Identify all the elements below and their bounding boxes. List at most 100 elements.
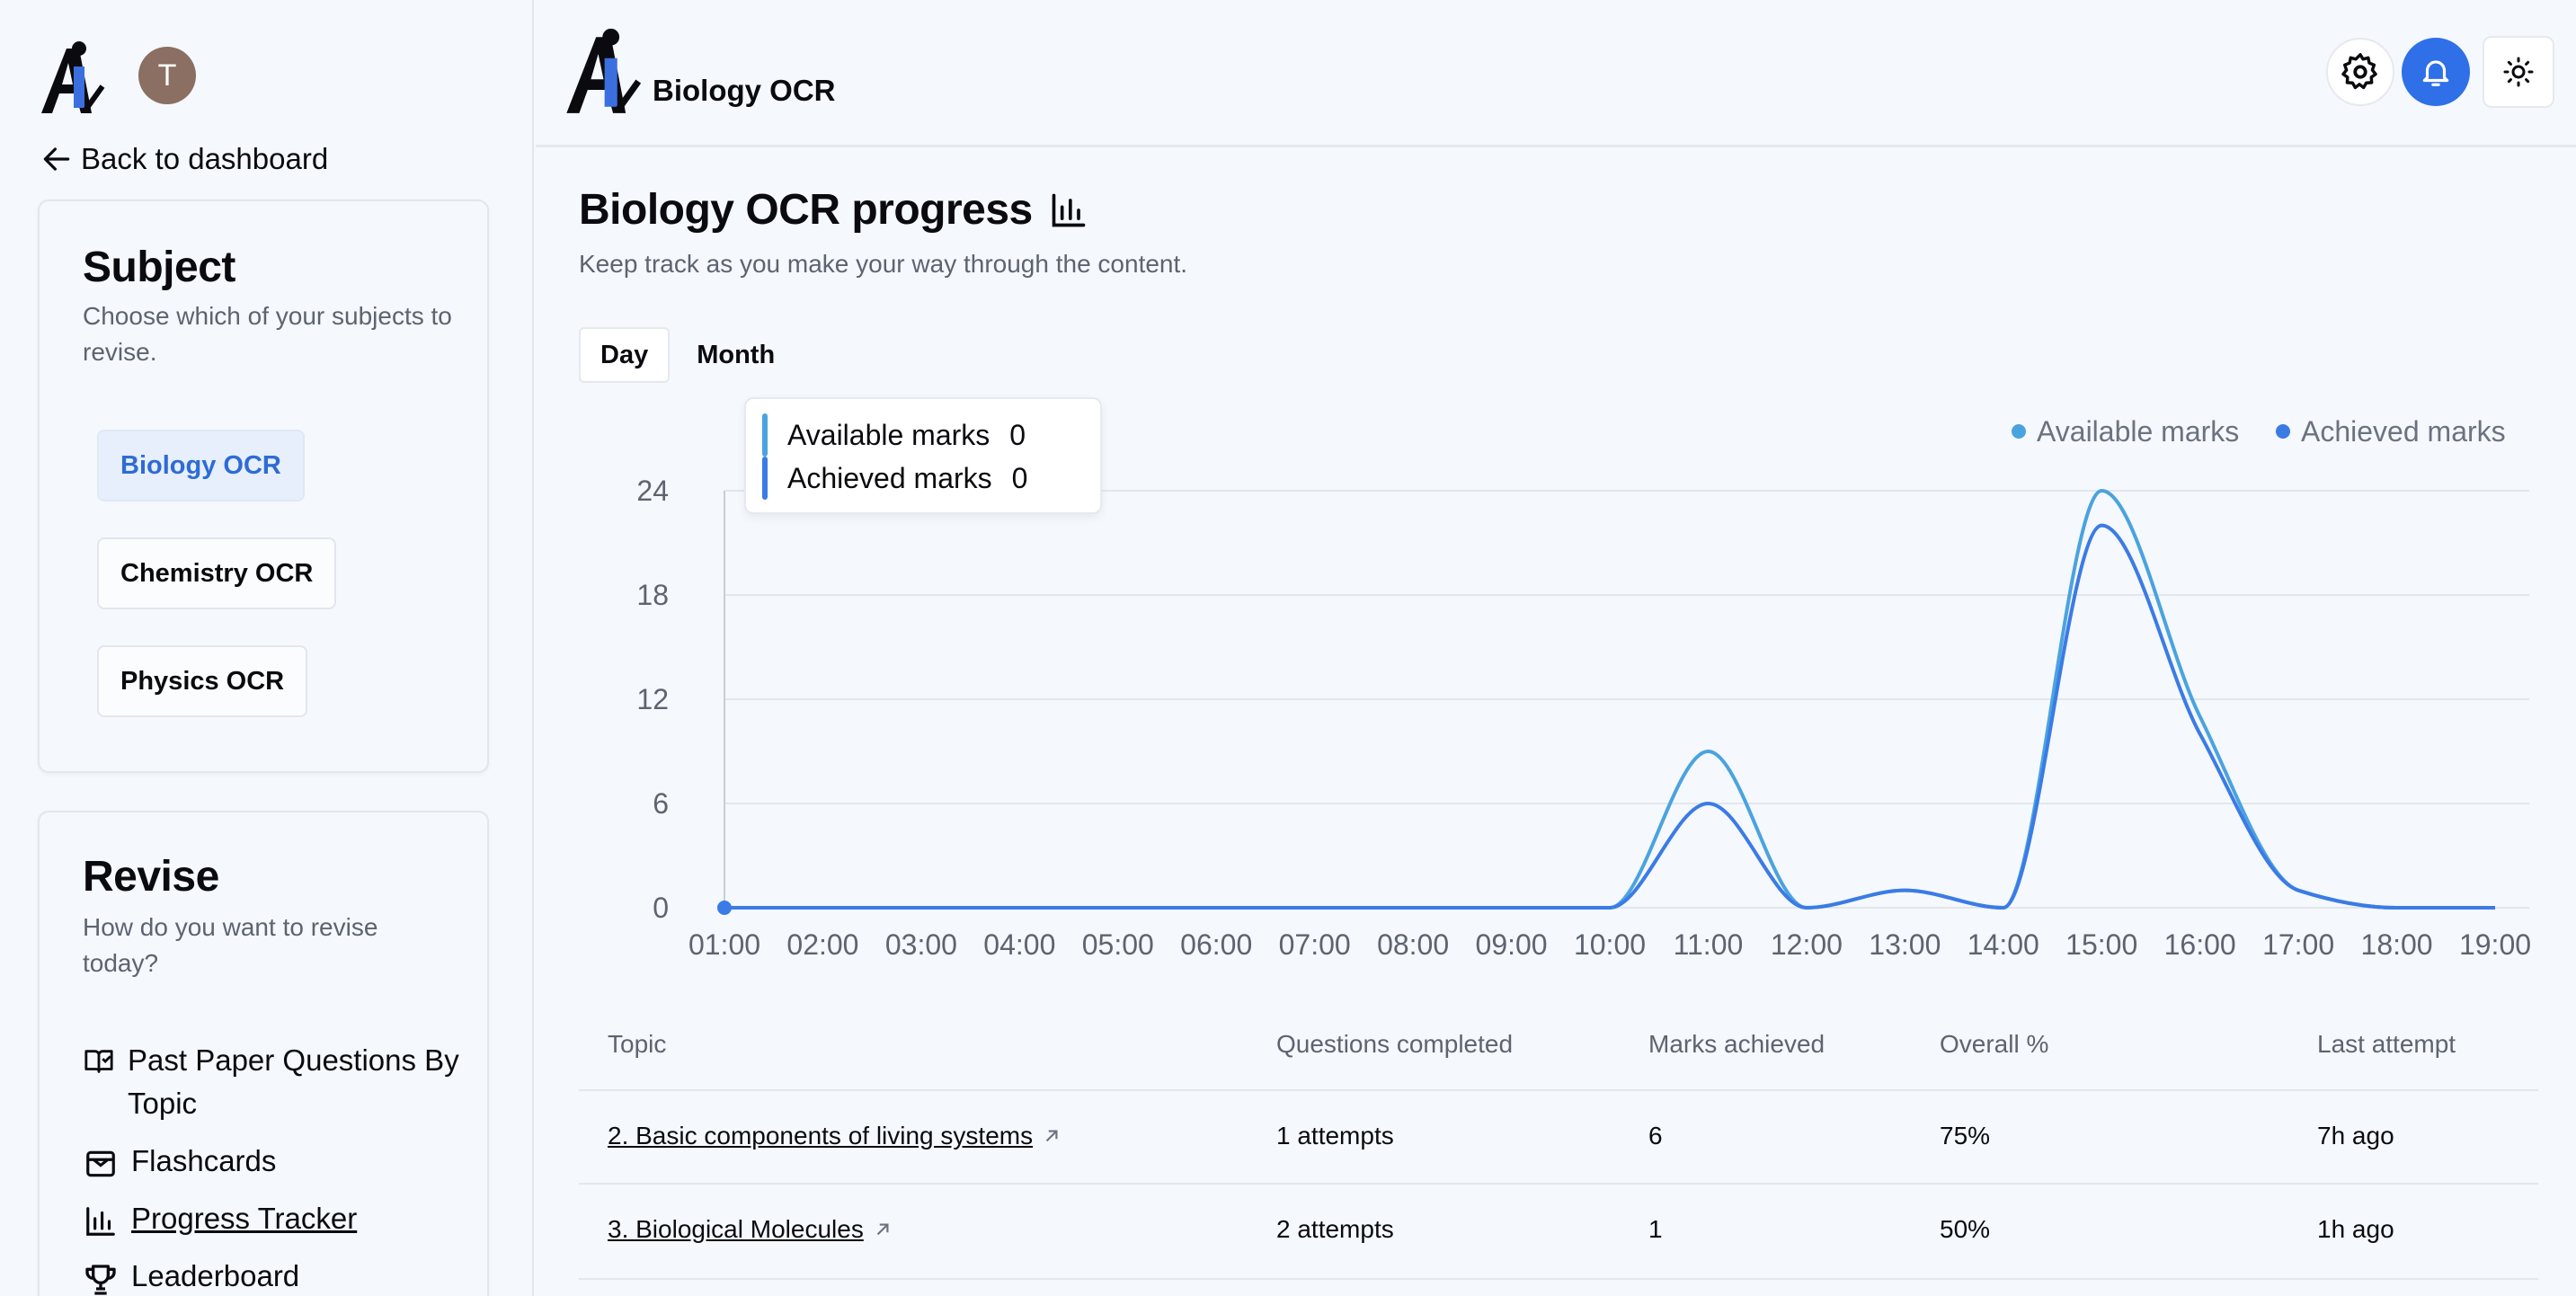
x-tick-label: 17:00	[2262, 928, 2334, 961]
table-header-questions: Questions completed	[1276, 1030, 1514, 1058]
x-tick-label: 15:00	[2065, 928, 2137, 961]
x-tick-label: 16:00	[2164, 928, 2236, 961]
overall-percent: 50%	[1940, 1215, 1991, 1243]
x-tick-label: 01:00	[688, 928, 760, 961]
overall-percent: 75%	[1940, 1122, 1991, 1150]
x-tick-label: 11:00	[1674, 928, 1744, 961]
tooltip-label: Achieved marks	[787, 461, 992, 494]
x-tick-label: 05:00	[1082, 928, 1154, 961]
series-line-achieved	[724, 523, 2495, 910]
revise-item-flashcards[interactable]: Flashcards	[83, 1140, 276, 1183]
tooltip-value: 0	[1009, 418, 1026, 451]
avatar[interactable]: T	[138, 47, 196, 104]
x-tick-label: 02:00	[786, 928, 858, 961]
notifications-button[interactable]	[2402, 38, 2470, 106]
revise-subtitle: How do you want to revise today?	[83, 913, 378, 977]
period-tabs: Day Month	[579, 327, 795, 383]
legend-label: Achieved marks	[2301, 415, 2506, 448]
table-header-topic: Topic	[608, 1030, 667, 1058]
table-header-last-attempt: Last attempt	[2317, 1030, 2456, 1058]
bar-chart-icon	[86, 1207, 115, 1236]
x-tick-label: 07:00	[1279, 928, 1351, 961]
legend-label: Available marks	[2037, 415, 2239, 448]
app-title: Biology OCR	[653, 74, 836, 107]
subject-physics-button[interactable]: Physics OCR	[97, 645, 308, 717]
y-tick-label: 6	[653, 787, 669, 820]
table-row: 3. Biological Molecules 2 attempts 1 50%…	[579, 1185, 2538, 1280]
gear-icon	[2341, 53, 2377, 90]
revise-item-label: Leaderboard	[131, 1259, 300, 1292]
tooltip-value: 0	[1011, 461, 1028, 494]
top-bar: Biology OCR	[536, 0, 2576, 147]
marks-achieved: 1	[1648, 1215, 1663, 1243]
topic-link-text: 2. Basic components of living systems	[608, 1122, 1034, 1150]
x-tick-label: 19:00	[2459, 928, 2531, 961]
questions-completed: 1 attempts	[1276, 1122, 1394, 1150]
x-tick-label: 08:00	[1377, 928, 1449, 961]
tab-month[interactable]: Month	[697, 340, 776, 369]
tooltip-label: Available marks	[787, 418, 990, 451]
page-subtitle: Keep track as you make your way through …	[579, 250, 1188, 278]
page-title: Biology OCR progress	[579, 185, 1088, 235]
sun-icon	[2503, 57, 2534, 87]
chart-tooltip: Available marks 0 Achieved marks 0	[744, 397, 1102, 514]
topic-link-text: 3. Biological Molecules	[608, 1215, 864, 1243]
legend-marker	[2012, 424, 2026, 439]
revise-title: Revise	[83, 853, 219, 901]
x-tick-label: 12:00	[1771, 928, 1843, 961]
revise-item-past-paper[interactable]: Past Paper Questions By Topic	[83, 1039, 460, 1125]
logo-icon[interactable]	[40, 40, 111, 117]
subject-biology-button[interactable]: Biology OCR	[97, 430, 305, 502]
trophy-icon	[85, 1265, 116, 1295]
x-tick-label: 13:00	[1869, 928, 1941, 961]
table-row: 2. Basic components of living systems 1 …	[579, 1089, 2538, 1185]
y-tick-label: 0	[653, 892, 669, 924]
external-link-icon	[1045, 1130, 1058, 1142]
revise-item-progress-tracker[interactable]: Progress Tracker	[83, 1197, 357, 1240]
topic-link[interactable]: 3. Biological Molecules	[608, 1215, 894, 1244]
x-tick-label: 14:00	[1968, 928, 2039, 961]
x-tick-label: 04:00	[983, 928, 1055, 961]
revise-item-label: Flashcards	[131, 1144, 277, 1177]
revise-card: Revise How do you want to revise today? …	[38, 811, 489, 1296]
y-tick-label: 12	[636, 683, 669, 715]
y-tick-label: 18	[636, 579, 669, 611]
subject-subtitle: Choose which of your subjects to revise.	[83, 302, 452, 366]
table-header-marks: Marks achieved	[1648, 1030, 1825, 1058]
page-title-text: Biology OCR progress	[579, 186, 1033, 234]
theme-toggle-button[interactable]	[2483, 36, 2554, 108]
back-to-dashboard-link[interactable]: Back to dashboard	[40, 142, 328, 176]
table-header-overall: Overall %	[1940, 1030, 2049, 1058]
y-tick-label: 24	[636, 475, 669, 507]
x-tick-label: 03:00	[885, 928, 957, 961]
book-icon	[84, 1050, 113, 1073]
tooltip-row-achieved: Achieved marks 0	[762, 457, 1027, 500]
last-attempt: 1h ago	[2317, 1215, 2394, 1243]
topic-link[interactable]: 2. Basic components of living systems	[608, 1122, 1063, 1150]
logo-icon[interactable]	[564, 25, 649, 119]
flashcards-icon	[86, 1150, 115, 1177]
subject-card: Subject Choose which of your subjects to…	[38, 200, 489, 773]
tab-day[interactable]: Day	[579, 327, 671, 383]
active-point	[717, 901, 732, 915]
marks-achieved: 6	[1648, 1122, 1663, 1150]
x-tick-label: 06:00	[1180, 928, 1252, 961]
external-link-icon	[876, 1223, 889, 1236]
back-label: Back to dashboard	[81, 142, 329, 175]
subject-chemistry-button[interactable]: Chemistry OCR	[97, 537, 337, 609]
revise-item-leaderboard[interactable]: Leaderboard	[83, 1255, 299, 1296]
subject-title: Subject	[83, 244, 235, 291]
bell-icon	[2422, 60, 2449, 86]
legend-marker	[2276, 424, 2290, 439]
questions-completed: 2 attempts	[1276, 1215, 1394, 1243]
x-tick-label: 18:00	[2361, 928, 2433, 961]
settings-button[interactable]	[2326, 38, 2394, 106]
progress-chart[interactable]: 0 6 12 18 24 01:00 02:00 03:00 04:00 05:00 06:00 07…	[579, 386, 2547, 980]
bar-chart-icon	[1052, 193, 1086, 226]
revise-item-label: Progress Tracker	[131, 1202, 358, 1235]
x-tick-label: 09:00	[1476, 928, 1548, 961]
x-tick-label: 10:00	[1574, 928, 1646, 961]
arrow-left-icon	[43, 147, 70, 171]
last-attempt: 7h ago	[2317, 1122, 2394, 1150]
sidebar: T Back to dashboard Subject Choose which…	[0, 0, 534, 1296]
